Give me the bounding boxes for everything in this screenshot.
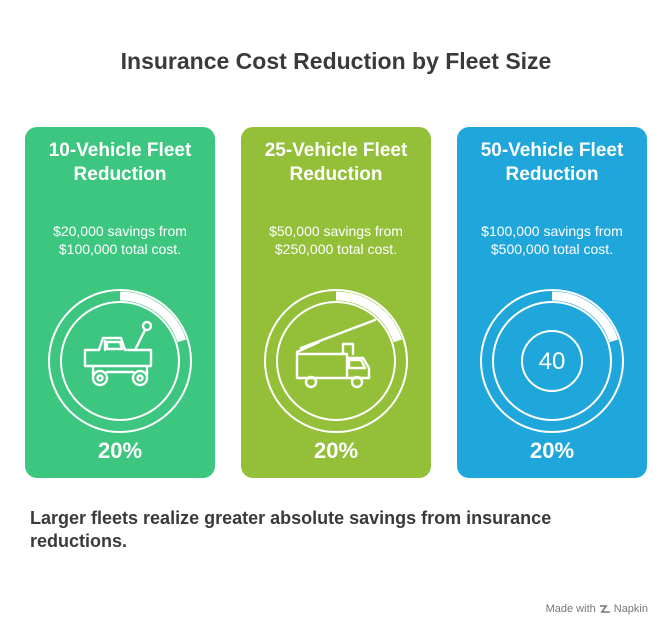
card-description: $50,000 savings from $250,000 total cost… [269, 223, 403, 257]
made-with-label: Made with [545, 603, 596, 615]
gauge-progress-arc [335, 291, 403, 343]
card-title: 10-Vehicle Fleet Reduction [48, 140, 192, 185]
brand-name: Napkin [613, 603, 648, 615]
gauge-ring [264, 289, 408, 433]
gauge-ring [48, 289, 192, 433]
brand-credit[interactable]: Made with Napkin [546, 603, 648, 615]
speed-limit-40-icon: 40 [521, 330, 583, 392]
page-title: Insurance Cost Reduction by Fleet Size [120, 48, 552, 74]
gauge-ring [480, 289, 624, 433]
card-title: 50-Vehicle Fleet Reduction [480, 140, 624, 185]
card-25-vehicle: 25-Vehicle Fleet Reduction $50,000 savin… [241, 127, 431, 478]
card-title: 25-Vehicle Fleet Reduction [264, 140, 408, 185]
speed-limit-number: 40 [539, 348, 566, 375]
reduction-gauge: 40 [480, 289, 624, 433]
gauge-progress-arc [119, 291, 187, 343]
gauge-progress-arc [551, 291, 619, 343]
gauge-inner-circle [492, 301, 612, 421]
reduction-gauge [264, 289, 408, 433]
card-10-vehicle: 10-Vehicle Fleet Reduction $20,000 savin… [25, 127, 215, 478]
card-50-vehicle: 50-Vehicle Fleet Reduction $100,000 savi… [457, 127, 647, 478]
summary-text: Larger fleets realize greater absolute s… [30, 508, 552, 551]
toy-truck-icon [83, 320, 153, 387]
percent-label: 20% [313, 438, 359, 463]
gauge-inner-circle [276, 301, 396, 421]
card-description: $20,000 savings from $100,000 total cost… [53, 223, 187, 257]
crane-truck-icon [295, 318, 377, 389]
percent-label: 20% [97, 438, 143, 463]
card-description: $100,000 savings from $500,000 total cos… [481, 223, 623, 257]
percent-label: 20% [529, 438, 575, 463]
reduction-gauge [48, 289, 192, 433]
napkin-logo-icon [599, 605, 610, 613]
gauge-inner-circle [60, 301, 180, 421]
